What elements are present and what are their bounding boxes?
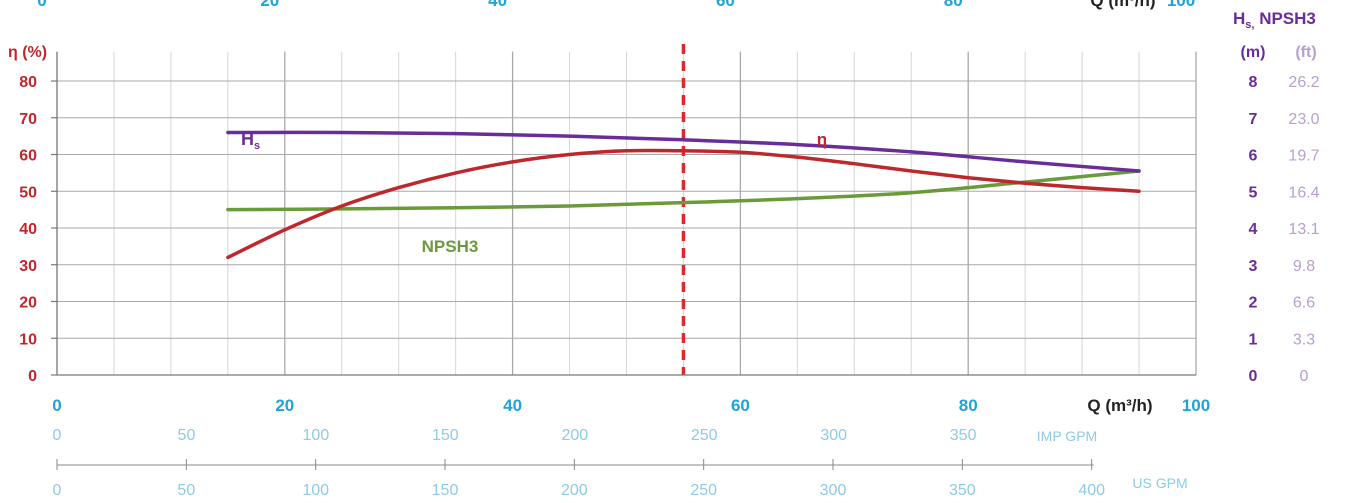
us-gpm-label: US GPM <box>1132 475 1187 491</box>
left-axis-tick-label: 30 <box>19 258 37 275</box>
left-axis-tick-label: 20 <box>19 295 37 312</box>
top-x-tick-label: 60 <box>716 0 735 10</box>
us-gpm-tick-label: 0 <box>53 482 62 499</box>
left-axis-tick-label: 40 <box>19 221 37 238</box>
bottom-x-tick-label: 100 <box>1182 396 1210 415</box>
axes <box>51 51 1196 470</box>
left-axis-tick-label: 50 <box>19 184 37 201</box>
bottom-x-tick-label: 40 <box>503 396 522 415</box>
series-label-hs: Hs <box>241 129 260 152</box>
us-gpm-tick-label: 250 <box>690 482 717 499</box>
right-axis-ft-unit: (ft) <box>1295 44 1316 61</box>
left-axis-label: η (%) <box>8 44 47 61</box>
bottom-x-tick-label: 20 <box>275 396 294 415</box>
imp-gpm-tick-label: 0 <box>53 427 62 444</box>
imp-gpm-tick-label: 50 <box>178 427 196 444</box>
us-gpm-tick-label: 200 <box>561 482 588 499</box>
top-x-unit-label: Q (m³/h) <box>1090 0 1155 10</box>
series-line-hs <box>226 130 1141 173</box>
right-axis-ft-tick-label: 13.1 <box>1288 221 1319 238</box>
right-axis-m-tick-label: 7 <box>1249 111 1258 128</box>
series-line-eta <box>226 148 1141 260</box>
series-label-eta: η <box>817 130 827 149</box>
imp-gpm-tick-label: 350 <box>950 427 977 444</box>
right-axis-m-tick-label: 4 <box>1249 221 1258 238</box>
right-axis-m-tick-label: 8 <box>1249 74 1258 91</box>
imp-gpm-tick-label: 100 <box>303 427 330 444</box>
us-gpm-tick-label: 50 <box>177 482 195 499</box>
us-gpm-tick-label: 150 <box>432 482 459 499</box>
top-x-tick-label: 0 <box>37 0 46 10</box>
top-x-tick-label: 100 <box>1167 0 1195 10</box>
left-axis-tick-label: 0 <box>28 368 37 385</box>
right-axis-ft-tick-label: 16.4 <box>1288 184 1319 201</box>
bottom-x-tick-label: 80 <box>959 396 978 415</box>
right-axis-ft-tick-label: 26.2 <box>1288 74 1319 91</box>
bottom-x-tick-label: 60 <box>731 396 750 415</box>
plot-grid <box>57 51 1197 375</box>
right-axis-m-tick-label: 5 <box>1249 184 1258 201</box>
top-x-tick-label: 80 <box>944 0 963 10</box>
us-gpm-tick-label: 300 <box>820 482 847 499</box>
left-axis-tick-label: 70 <box>19 111 37 128</box>
us-gpm-tick-label: 100 <box>302 482 329 499</box>
imp-gpm-tick-label: 300 <box>820 427 847 444</box>
imp-gpm-label: IMP GPM <box>1037 428 1097 444</box>
imp-gpm-tick-label: 150 <box>432 427 459 444</box>
right-axis-ft-tick-label: 9.8 <box>1293 258 1315 275</box>
right-axis-ft-tick-label: 23.0 <box>1288 111 1319 128</box>
bottom-x-tick-label: 0 <box>52 396 61 415</box>
right-axis-m-tick-label: 1 <box>1249 331 1258 348</box>
right-axis-m-tick-label: 3 <box>1249 258 1258 275</box>
right-axis-ft-tick-label: 6.6 <box>1293 295 1315 312</box>
curves <box>226 130 1141 260</box>
imp-gpm-tick-label: 200 <box>561 427 588 444</box>
right-axis-ft-tick-label: 0 <box>1300 368 1309 385</box>
right-axis-ft-tick-label: 19.7 <box>1288 148 1319 165</box>
right-axis-m-tick-label: 6 <box>1249 148 1258 165</box>
series-line-npsh <box>226 169 1141 212</box>
left-axis-tick-label: 60 <box>19 148 37 165</box>
left-axis-tick-label: 10 <box>19 331 37 348</box>
right-axis-ft-tick-label: 3.3 <box>1293 331 1315 348</box>
left-axis-tick-label: 80 <box>19 74 37 91</box>
us-gpm-tick-label: 350 <box>949 482 976 499</box>
us-gpm-tick-label: 400 <box>1078 482 1105 499</box>
right-axis-m-tick-label: 2 <box>1249 295 1258 312</box>
series-label-npsh3: NPSH3 <box>422 237 479 256</box>
top-x-tick-label: 20 <box>260 0 279 10</box>
right-axis-m-tick-label: 0 <box>1249 368 1258 385</box>
bottom-x-unit-label: Q (m³/h) <box>1087 396 1152 415</box>
right-axis-title: Hs, NPSH3 <box>1233 9 1316 31</box>
top-x-tick-label: 40 <box>488 0 507 10</box>
right-axis-m-unit: (m) <box>1241 44 1266 61</box>
imp-gpm-tick-label: 250 <box>691 427 718 444</box>
